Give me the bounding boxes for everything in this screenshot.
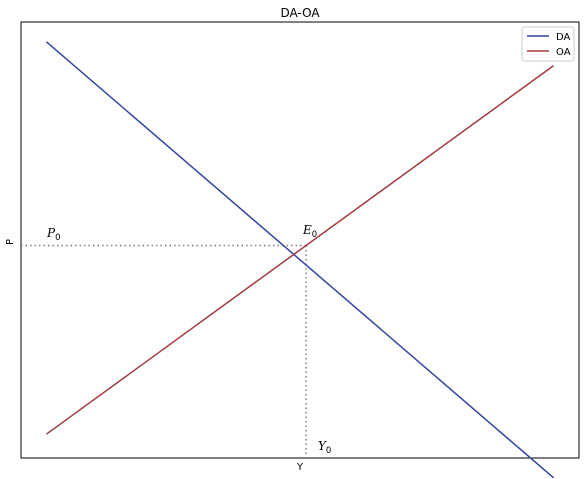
annotations: P0 E0 Y0 [46,223,331,456]
y-axis-label: P [5,239,16,245]
x-axis-label: Y [296,462,304,473]
series-line-da [45,41,555,479]
legend-label-da: DA [556,32,571,43]
p0-annotation: P0 [46,226,61,243]
plot-frame [20,21,580,459]
chart-title: DA-OA [280,6,320,20]
series-lines [45,41,555,479]
e0-annotation: E0 [302,223,317,240]
legend-label-oa: OA [556,47,571,58]
legend: DA OA [521,26,575,62]
series-line-oa [45,64,555,435]
y0-annotation: Y0 [318,439,331,456]
